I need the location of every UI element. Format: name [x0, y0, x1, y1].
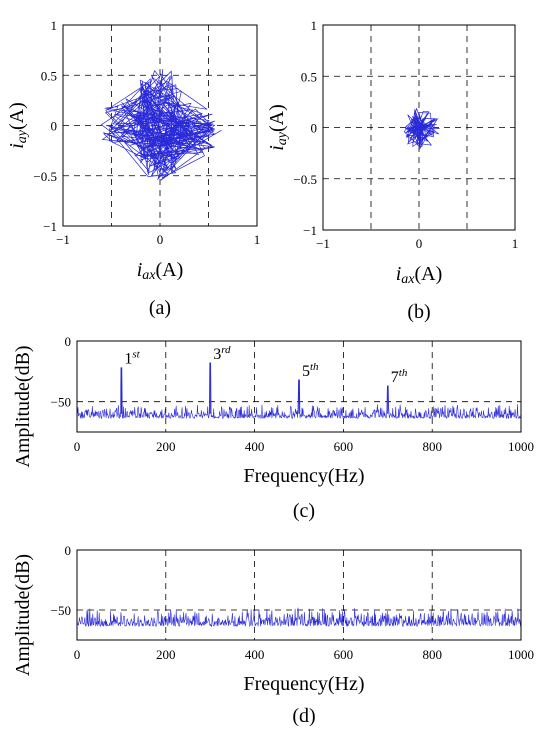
- panel-c-yticks: 0 −50: [51, 334, 71, 410]
- panel-d-frame: [76, 549, 522, 641]
- x-tick-label: 1: [512, 236, 519, 251]
- harmonic-label: 1st: [124, 349, 140, 368]
- trajectory-line: [100, 68, 222, 181]
- x-tick-label: 0: [416, 236, 423, 251]
- y-tick-label: 0: [65, 334, 72, 349]
- panel-d: 0 200 400 600 800 1000 0 −50 Frequency(Hz) Amp…: [12, 543, 534, 727]
- panel-c-harmonic-labels: 1st 3rd 5th 7th: [124, 344, 407, 386]
- x-tick-label: 600: [334, 647, 354, 662]
- panel-d-xlabel: Frequency(Hz): [243, 673, 364, 695]
- panel-d-yticks: 0 −50: [51, 543, 71, 618]
- x-tick-label: 800: [422, 439, 442, 454]
- y-tick-label: −1: [303, 223, 317, 238]
- y-tick-label: −50: [51, 395, 71, 410]
- panel-b-xticks: −1 0 1: [316, 236, 518, 251]
- panel-b-label: (b): [407, 301, 430, 323]
- y-tick-label: −0.5: [33, 169, 57, 184]
- trajectory-line: [403, 107, 440, 151]
- panel-a-trajectory: [100, 68, 222, 181]
- panel-a-yticks: −1 −0.5 0 0.5 1: [33, 18, 57, 234]
- panel-a: −1 0 1 −1 −0.5 0 0.5 1 iax(A) iay(A) (a): [6, 18, 260, 319]
- panel-b-ylabel: iay(A): [266, 104, 290, 151]
- panel-b-yticks: −1 −0.5 0 0.5 1: [293, 18, 317, 238]
- panel-c: 0 200 400 600 800 1000 0 −50 1st 3rd 5th 7th Freq…: [12, 334, 534, 522]
- x-tick-label: 800: [422, 647, 442, 662]
- panel-d-xticks: 0 200 400 600 800 1000: [74, 647, 534, 662]
- y-tick-label: 0: [51, 119, 58, 134]
- panel-c-label: (c): [293, 500, 315, 522]
- panel-c-spectrum: [76, 362, 522, 420]
- panel-d-ylabel: Amplitude(dB): [12, 554, 34, 676]
- y-tick-label: −1: [43, 219, 57, 234]
- panel-a-xlabel: iax(A): [137, 259, 184, 283]
- panel-d-label: (d): [292, 705, 315, 727]
- panel-a-frame: [62, 24, 258, 227]
- panel-d-grid: [77, 549, 521, 640]
- panel-a-ylabel: iay(A): [6, 102, 30, 149]
- panel-c-ylabel: Amplitude(dB): [12, 345, 34, 467]
- x-tick-label: −1: [316, 236, 330, 251]
- y-tick-label: 0.5: [41, 68, 57, 83]
- x-tick-label: 600: [334, 439, 354, 454]
- x-tick-label: 0: [157, 232, 164, 247]
- panel-c-xlabel: Frequency(Hz): [243, 465, 364, 487]
- y-tick-label: 0.5: [301, 69, 317, 84]
- panel-b-xlabel: iax(A): [396, 263, 443, 287]
- x-tick-label: 1000: [508, 647, 534, 662]
- y-tick-label: 1: [51, 18, 58, 33]
- panel-a-xticks: −1 0 1: [56, 232, 260, 247]
- panel-b-frame: [322, 24, 516, 231]
- x-tick-label: −1: [56, 232, 70, 247]
- harmonic-label: 5th: [302, 361, 319, 380]
- x-tick-label: 200: [156, 647, 176, 662]
- y-tick-label: 0: [65, 543, 72, 558]
- panel-b-trajectory: [403, 107, 440, 151]
- panel-a-label: (a): [149, 297, 171, 319]
- y-tick-label: −50: [51, 603, 71, 618]
- y-tick-label: 0: [311, 121, 318, 136]
- x-tick-label: 200: [156, 439, 176, 454]
- x-tick-label: 0: [74, 647, 81, 662]
- x-tick-label: 1: [254, 232, 261, 247]
- panel-b: −1 0 1 −1 −0.5 0 0.5 1 iax(A) iay(A) (b): [266, 18, 518, 323]
- x-tick-label: 1000: [508, 439, 534, 454]
- harmonic-label: 7th: [391, 367, 408, 386]
- x-tick-label: 400: [245, 647, 265, 662]
- panel-c-frame: [76, 340, 522, 433]
- y-tick-label: 1: [311, 18, 318, 33]
- panel-d-spectrum: [76, 607, 522, 628]
- x-tick-label: 400: [245, 439, 265, 454]
- spectrum-line: [76, 362, 522, 420]
- spectrum-line: [76, 607, 522, 628]
- harmonic-label: 3rd: [213, 344, 231, 363]
- panel-a-grid: [63, 25, 257, 226]
- x-tick-label: 0: [74, 439, 81, 454]
- y-tick-label: −0.5: [293, 172, 317, 187]
- panel-c-xticks: 0 200 400 600 800 1000: [74, 439, 534, 454]
